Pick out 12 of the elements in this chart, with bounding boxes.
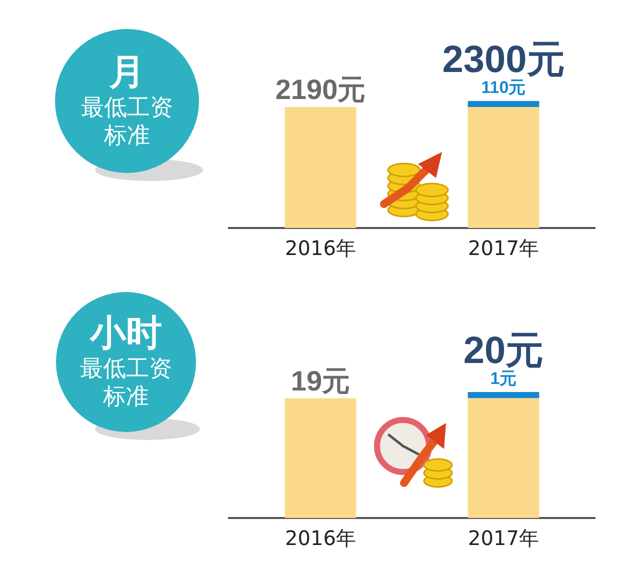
data-label: 110元 [481, 78, 526, 97]
chart-title: 小时 [90, 313, 162, 355]
chart-title: 月 [109, 52, 145, 94]
x-tick-label: 2016年 [285, 526, 356, 550]
x-tick-label: 2016年 [285, 236, 356, 260]
data-label: 2190元 [275, 74, 366, 106]
chart-subtitle: 最低工资标准 [80, 94, 174, 150]
x-tick-label: 2017年 [468, 526, 539, 550]
data-label: 19元 [290, 365, 350, 396]
chart-subtitle: 最低工资标准 [79, 355, 173, 411]
data-label: 1元 [490, 369, 517, 388]
x-tick-label: 2017年 [468, 236, 539, 260]
